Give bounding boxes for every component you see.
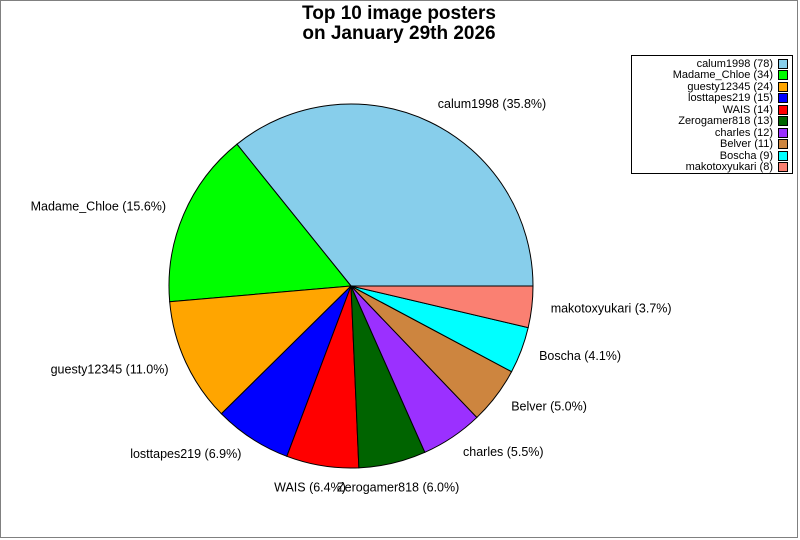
- svg-text:makotoxyukari (3.7%): makotoxyukari (3.7%): [551, 301, 672, 315]
- svg-text:charles (5.5%): charles (5.5%): [463, 445, 544, 459]
- svg-text:Zerogamer818 (6.0%): Zerogamer818 (6.0%): [337, 480, 459, 494]
- svg-text:guesty12345 (11.0%): guesty12345 (11.0%): [51, 362, 169, 376]
- svg-text:losttapes219 (6.9%): losttapes219 (6.9%): [130, 447, 241, 461]
- svg-text:calum1998 (35.8%): calum1998 (35.8%): [438, 97, 546, 111]
- svg-text:Boscha (4.1%): Boscha (4.1%): [539, 349, 621, 363]
- svg-text:Madame_Chloe (15.6%): Madame_Chloe (15.6%): [31, 199, 167, 213]
- svg-text:Belver (5.0%): Belver (5.0%): [511, 400, 587, 414]
- svg-text:WAIS (6.4%): WAIS (6.4%): [274, 480, 346, 494]
